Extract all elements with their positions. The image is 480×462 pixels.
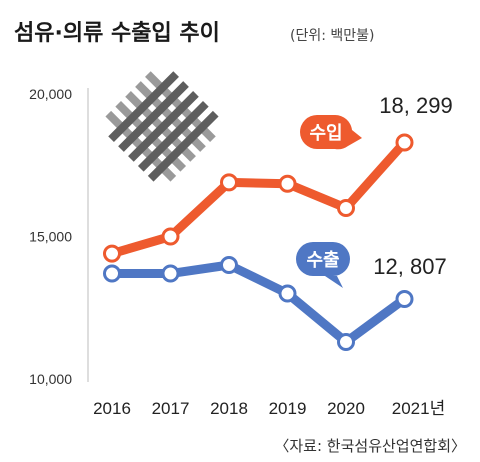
fabric-icon xyxy=(105,71,219,182)
y-tick-label: 20,000 xyxy=(29,86,72,102)
import-bubble-label: 수입 xyxy=(309,122,342,144)
export-series-line xyxy=(107,260,409,347)
x-tick-label: 2020 xyxy=(327,399,365,418)
x-tick-label: 2021년 xyxy=(392,399,445,418)
import-data-point xyxy=(278,174,297,193)
export-value-label: 12, 807 xyxy=(373,254,446,279)
x-tick-label: 2019 xyxy=(269,399,307,418)
x-tick-label: 2018 xyxy=(210,399,248,418)
chart-title: 섬유·의류 수출입 추이 xyxy=(14,21,220,46)
import-bubble-shape xyxy=(300,114,362,150)
import-data-point xyxy=(103,244,121,263)
import-series-line xyxy=(107,137,409,259)
export-data-point xyxy=(220,256,238,274)
export-bubble-label: 수출 xyxy=(306,250,339,271)
chart-unit: (단위: 백만불) xyxy=(290,28,375,44)
x-axis-ticks: 2016 2017 2018 2019 2020 2021년 xyxy=(93,399,445,418)
import-data-point xyxy=(220,173,238,192)
export-bubble-shape xyxy=(296,242,350,288)
import-bubble: 수입 xyxy=(300,114,362,150)
x-tick-label: 2017 xyxy=(152,399,190,418)
series-layer xyxy=(103,133,414,351)
export-bubble: 수출 xyxy=(296,242,350,288)
export-data-point xyxy=(395,290,414,309)
import-value-label: 18, 299 xyxy=(379,93,452,118)
import-data-point xyxy=(337,199,355,217)
export-data-point xyxy=(278,284,297,303)
import-data-point xyxy=(161,227,180,246)
source-note: 〈자료: 한국섬유산업연합회〉 xyxy=(274,437,466,455)
import-data-point xyxy=(395,133,414,152)
y-axis-ticks: 10,000 15,000 20,000 xyxy=(29,86,72,387)
x-tick-label: 2016 xyxy=(93,399,131,418)
export-data-point xyxy=(337,332,355,351)
y-tick-label: 15,000 xyxy=(29,229,72,245)
export-data-point xyxy=(161,264,180,283)
export-data-point xyxy=(103,264,121,283)
y-tick-label: 10,000 xyxy=(29,371,72,387)
